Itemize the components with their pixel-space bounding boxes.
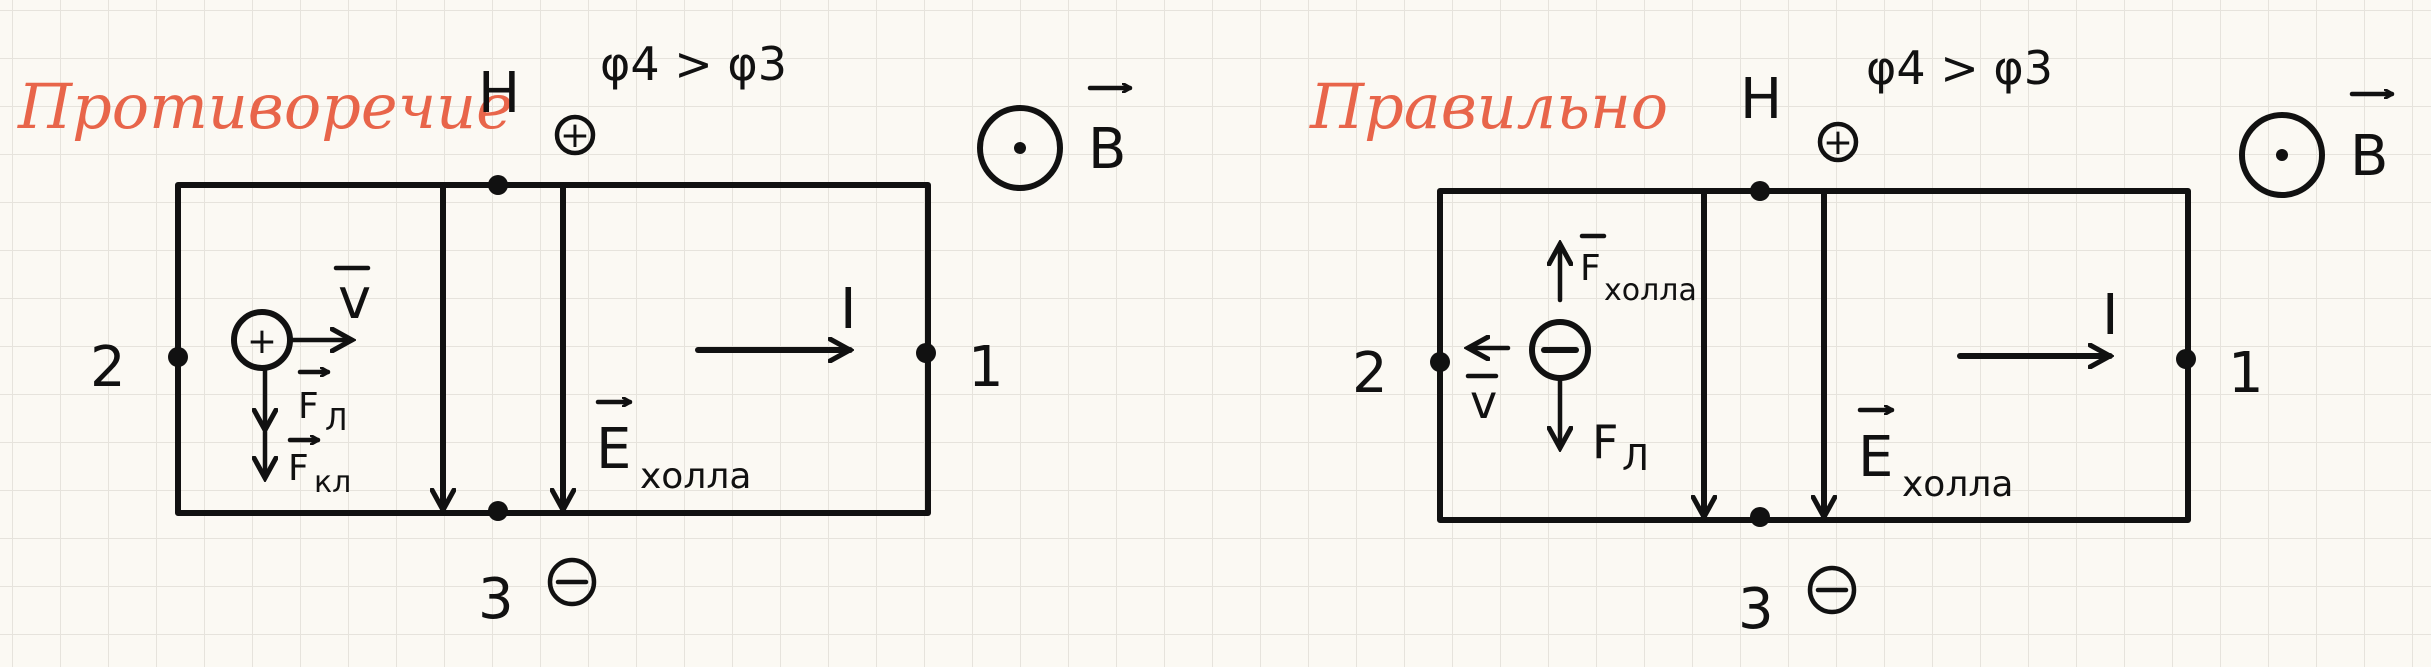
left-terminal-2: 2 (90, 335, 126, 400)
left-dot-h (488, 175, 508, 195)
right-terminal-3: 3 (1738, 577, 1774, 642)
left-conductor (175, 182, 931, 516)
left-dot-1 (916, 343, 936, 363)
right-b-field-symbol: B (2239, 94, 2395, 198)
right-bottom-charge-circle (1807, 565, 1857, 615)
right-hall-label: E (1858, 425, 1893, 490)
left-b-field-symbol: B (977, 88, 1133, 191)
left-particle-charge: + (247, 321, 277, 362)
right-hall-force-sub: холла (1604, 273, 1697, 308)
right-potential-relation: φ4 > φ3 (1866, 41, 2053, 95)
left-lorentz-label: F (298, 386, 319, 427)
right-current-label: I (2102, 283, 2119, 348)
right-top-charge: + (1823, 122, 1853, 163)
right-hall-force-label: F (1580, 248, 1601, 289)
left-b-label: B (1088, 117, 1126, 182)
left-coulomb-label: F (288, 448, 309, 489)
left-current-label: I (840, 277, 857, 342)
left-terminal-h: H (478, 61, 520, 126)
left-lorentz-sub: Л (325, 403, 348, 438)
right-title: Правильно (1309, 70, 1668, 143)
right-terminal-1: 1 (2228, 341, 2264, 406)
left-coulomb-sub: кл (314, 465, 351, 500)
right-hall-sub: холла (1902, 464, 2013, 505)
left-hall-label: E (596, 417, 631, 482)
left-velocity-label: v (338, 267, 371, 332)
left-diagram: Противоречие H φ4 > φ3 + B 2 1 3 (17, 37, 1133, 632)
right-dot-2 (1430, 352, 1450, 372)
left-dot-3 (488, 501, 508, 521)
left-top-charge: + (560, 115, 590, 156)
right-velocity-label: v (1470, 375, 1497, 429)
left-terminal-3: 3 (478, 567, 514, 632)
right-diagram: Правильно H φ4 > φ3 + B 2 1 3 I v (1309, 41, 2395, 642)
right-dot-h (1750, 181, 1770, 201)
right-conductor (1437, 188, 2191, 523)
right-terminal-h: H (1740, 67, 1782, 132)
right-top-charge-circle (1817, 121, 1859, 163)
left-dot-2 (168, 347, 188, 367)
right-terminal-2: 2 (1352, 341, 1388, 406)
right-dot-1 (2176, 349, 2196, 369)
left-hall-sub: холла (640, 456, 751, 497)
left-terminal-1: 1 (968, 335, 1004, 400)
left-top-charge-circle (554, 114, 596, 156)
left-potential-relation: φ4 > φ3 (600, 37, 787, 91)
left-title: Противоречие (17, 70, 513, 143)
left-bottom-charge-circle (547, 557, 597, 607)
right-lorentz-sub: Л (1622, 438, 1649, 479)
right-lorentz-label: F (1592, 415, 1618, 469)
right-b-label: B (2350, 124, 2388, 189)
right-dot-3 (1750, 507, 1770, 527)
